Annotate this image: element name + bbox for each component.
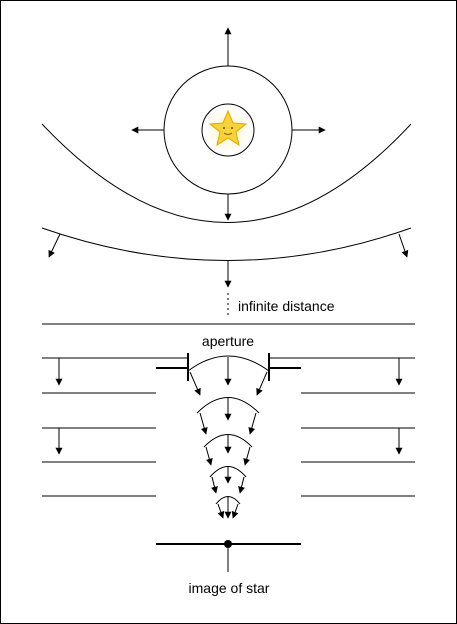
image-point — [224, 540, 232, 548]
aperture-stop-right — [268, 353, 301, 381]
aperture-stop-left — [156, 353, 189, 381]
image-of-star-label: image of star — [189, 580, 270, 596]
infinite-distance-label: infinite distance — [238, 298, 335, 314]
large-wavefront-arc — [41, 123, 412, 223]
inner-circle — [201, 103, 255, 157]
arrow-flat-left — [48, 233, 61, 258]
flat-wavefront-arc — [41, 227, 412, 261]
converging-wave-1 — [187, 355, 270, 372]
star-icon — [204, 106, 252, 154]
aperture-label: aperture — [202, 333, 254, 349]
converging-wave-5 — [215, 496, 241, 505]
converging-wave-2 — [196, 397, 260, 414]
converging-wave-4 — [209, 466, 247, 478]
arrow-flat-right — [398, 233, 409, 258]
